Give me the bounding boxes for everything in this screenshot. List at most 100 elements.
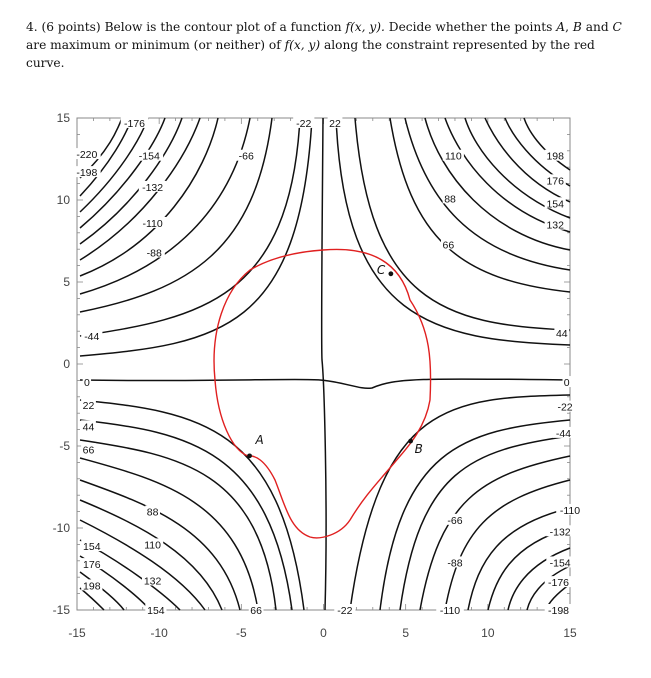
contour-label: -66 — [239, 151, 254, 163]
contour-label-bg — [554, 326, 570, 338]
contour-label-bg — [444, 513, 466, 525]
contour-label: -132 — [550, 526, 571, 538]
contour-label: 176 — [546, 175, 564, 187]
contour-label: -88 — [447, 557, 462, 569]
contour-label: 22 — [329, 118, 341, 130]
contour-line — [354, 117, 571, 331]
contour-line — [79, 117, 273, 313]
x-tick-label: 5 — [402, 626, 409, 640]
contour-label-bg — [81, 579, 103, 591]
contour-label: 154 — [83, 541, 101, 553]
contour-line — [526, 565, 571, 611]
contour-label: -44 — [84, 331, 99, 343]
point-b-ref: B — [572, 20, 582, 34]
contour-label-bg — [552, 426, 575, 438]
contour-label: -22 — [337, 605, 352, 617]
contour-label: -110 — [440, 605, 460, 617]
contour-label-bg — [546, 525, 574, 537]
contour-line — [79, 419, 293, 611]
contour-label: 88 — [444, 193, 456, 205]
contour-label: -154 — [139, 151, 160, 163]
point-c-marker — [388, 271, 394, 277]
contour-label-bg — [334, 604, 356, 615]
contour-label-bg — [562, 376, 571, 388]
contour-label: -110 — [142, 218, 162, 230]
constraint-curve — [213, 248, 432, 539]
contour-label-bg — [327, 116, 343, 128]
contour-line — [523, 117, 571, 171]
contour-label-bg — [145, 604, 167, 615]
contour-label-bg — [141, 574, 164, 586]
point-b-marker — [408, 438, 413, 444]
contour-label-bg — [73, 166, 101, 178]
contour-label: 176 — [83, 559, 101, 571]
problem-points: (6 points) — [41, 20, 101, 34]
contour-line — [79, 117, 219, 277]
contour-label: -22 — [296, 118, 311, 130]
contour-line — [79, 479, 241, 611]
x-tick-label: 10 — [481, 626, 495, 640]
point-c-ref: C — [612, 20, 622, 34]
x-tick-label: -5 — [236, 626, 247, 640]
contour-label: 198 — [83, 580, 101, 592]
contour-label: 0 — [564, 377, 570, 389]
contour-label-bg — [544, 174, 566, 186]
contour-line — [424, 117, 571, 251]
contour-label: 110 — [144, 539, 161, 551]
contour-label: -66 — [447, 515, 462, 527]
contour-label-bg — [82, 376, 92, 388]
point-b-label: B — [415, 442, 423, 456]
contour-label-bg — [440, 238, 456, 250]
function-name-2: f(x, y) — [284, 38, 321, 52]
contour-line — [79, 457, 259, 611]
contour-label: 88 — [147, 507, 159, 519]
contour-line — [79, 587, 105, 611]
contour-label: -22 — [557, 402, 572, 414]
x-tick-label: -10 — [150, 626, 168, 640]
y-tick-label: -5 — [59, 439, 70, 453]
contour-label: -198 — [548, 605, 569, 617]
point-a-label: A — [255, 433, 264, 447]
contour-label: -198 — [76, 167, 97, 179]
contour-label: 132 — [144, 575, 162, 587]
contour-line — [79, 378, 571, 390]
contour-label-bg — [248, 604, 264, 615]
contour-label-bg — [138, 180, 167, 192]
contour-label: 66 — [83, 444, 95, 456]
contour-line — [79, 117, 166, 229]
contour-line — [507, 547, 571, 611]
problem-statement: 4. (6 points) Below is the contour plot … — [26, 18, 626, 72]
contour-label: 66 — [250, 605, 262, 617]
contour-label-bg — [143, 246, 165, 258]
contour-label-bg — [556, 503, 584, 515]
y-tick-label: 15 — [57, 111, 71, 125]
contour-label-bg — [81, 399, 96, 410]
contour-label: 44 — [556, 328, 568, 340]
contour-label-bg — [544, 149, 566, 161]
contour-line — [335, 117, 571, 346]
contour-label-bg — [81, 330, 103, 342]
contour-label: -110 — [560, 505, 580, 517]
contour-label: 22 — [83, 400, 95, 412]
contour-line — [320, 117, 327, 611]
problem-text-2: are maximum or minimum (or neither) of — [26, 38, 281, 52]
point-a-ref: A — [556, 20, 566, 34]
contour-label: -88 — [147, 247, 162, 259]
contour-label: -176 — [124, 118, 145, 130]
y-tick-label: -10 — [53, 521, 71, 535]
contour-lines — [79, 117, 571, 611]
contour-label: -154 — [550, 557, 571, 569]
y-tick-label: 5 — [63, 275, 70, 289]
contour-label-bg — [544, 576, 573, 588]
contour-label-bg — [444, 556, 466, 568]
marked-points: A B C — [247, 263, 423, 459]
contour-label-bg — [554, 400, 576, 412]
contour-line — [484, 117, 571, 203]
contour-label: 110 — [445, 151, 462, 163]
contour-label: 44 — [83, 421, 95, 433]
contour-line — [399, 435, 571, 611]
point-a-marker — [247, 453, 252, 459]
contour-line — [379, 419, 571, 611]
contour-label-bg — [81, 443, 96, 455]
